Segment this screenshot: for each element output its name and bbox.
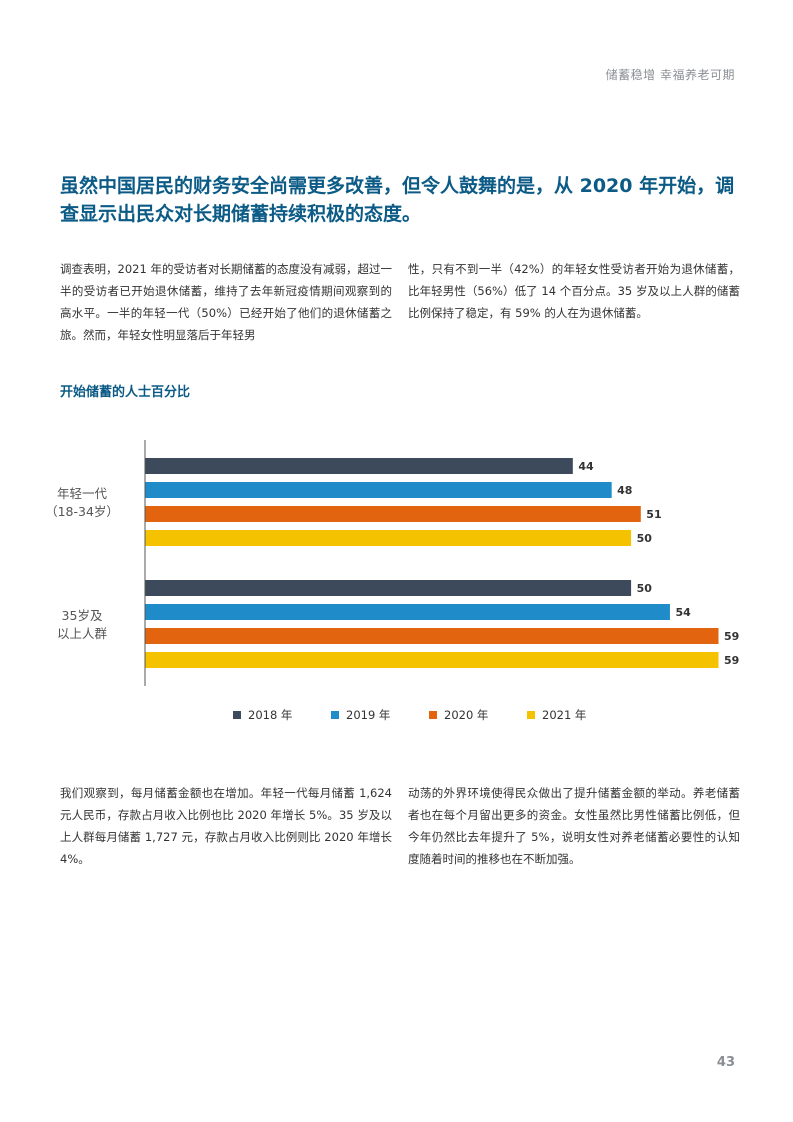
legend-swatch	[527, 711, 535, 719]
chart-title: 开始储蓄的人士百分比	[60, 385, 191, 400]
intro-paragraph-left: 调查表明，2021 年的受访者对长期储蓄的态度没有减弱，超过一半的受访者已开始退…	[60, 262, 392, 342]
running-header: 储蓄稳增 幸福养老可期	[605, 68, 735, 82]
bar	[145, 458, 573, 474]
intro-paragraph-right: 性，只有不到一半（42%）的年轻女性受访者开始为退休储蓄，比年轻男性（56%）低…	[408, 262, 740, 320]
page-number: 43	[716, 1055, 735, 1070]
headline: 虽然中国居民的财务安全尚需更多改善，但令人鼓舞的是，从 2020 年开始，调查显…	[60, 175, 735, 225]
legend-label: 2019 年	[346, 708, 390, 722]
bar	[145, 482, 612, 498]
bar	[145, 652, 719, 668]
bar-value-label: 50	[637, 532, 653, 545]
bar	[145, 506, 641, 522]
bar	[145, 580, 632, 596]
bar-value-label: 51	[646, 508, 661, 521]
bar	[145, 628, 719, 644]
legend-swatch	[429, 711, 437, 719]
category-label: 年轻一代	[57, 486, 108, 501]
body-paragraph-right: 动荡的外界环境使得民众做出了提升储蓄金额的举动。养老储蓄者也在每个月留出更多的资…	[408, 786, 740, 866]
legend-label: 2021 年	[542, 708, 586, 722]
bar-value-label: 50	[637, 582, 653, 595]
bar-value-label: 48	[617, 484, 632, 497]
category-label: 以上人群	[57, 626, 108, 641]
bar-value-label: 54	[675, 606, 691, 619]
legend-swatch	[233, 711, 241, 719]
bar	[145, 604, 670, 620]
bar	[145, 530, 632, 546]
bar-value-label: 59	[724, 654, 739, 667]
category-label: 35岁及	[62, 608, 103, 623]
category-label: （18-34岁）	[45, 504, 119, 519]
body-paragraph-left: 我们观察到，每月储蓄金额也在增加。年轻一代每月储蓄 1,624 元人民币，存款占…	[60, 786, 392, 866]
bar-value-label: 44	[578, 460, 594, 473]
bar-value-label: 59	[724, 630, 739, 643]
legend-label: 2018 年	[248, 708, 292, 722]
legend-label: 2020 年	[444, 708, 488, 722]
legend-swatch	[331, 711, 339, 719]
